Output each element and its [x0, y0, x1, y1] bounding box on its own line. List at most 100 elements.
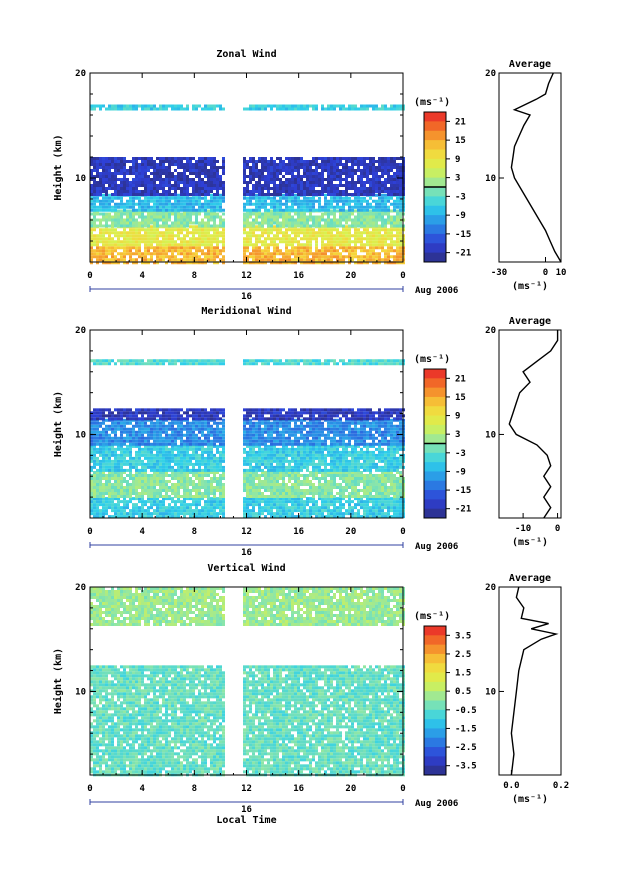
heatmap-cell [360, 234, 363, 238]
heatmap-cell [123, 258, 126, 262]
heatmap-cell [204, 193, 207, 196]
heatmap-cell [168, 231, 171, 235]
heatmap-cell [252, 178, 255, 181]
heatmap-cell [216, 489, 219, 492]
heatmap-cell [366, 224, 369, 228]
heatmap-cell [174, 163, 177, 166]
heatmap-cell [138, 246, 141, 250]
heatmap-cell [120, 169, 123, 172]
heatmap-cell [141, 163, 144, 166]
heatmap-cell [147, 515, 150, 519]
heatmap-cell [261, 224, 264, 228]
heatmap-cell [396, 252, 399, 256]
heatmap-cell [186, 509, 189, 513]
heatmap-cell [399, 509, 402, 513]
heatmap-cell [150, 187, 153, 190]
heatmap-cell [177, 512, 180, 516]
heatmap-cell [300, 506, 303, 510]
heatmap-cell [108, 237, 111, 241]
heatmap-cell [258, 221, 261, 225]
heatmap-cell [279, 212, 282, 216]
heatmap-cell [210, 258, 213, 262]
heatmap-cell [96, 246, 99, 250]
heatmap-cell [363, 224, 366, 228]
heatmap-cell [255, 243, 258, 247]
heatmap-cell [192, 515, 195, 519]
heatmap-cell [384, 500, 387, 504]
heatmap-cell [297, 193, 300, 196]
heatmap-cell [132, 515, 135, 519]
heatmap-cell [129, 252, 132, 256]
heatmap-cell [390, 255, 393, 259]
heatmap-cell [207, 228, 210, 232]
heatmap-cell [222, 240, 225, 244]
heatmap-cell [378, 509, 381, 513]
heatmap-cell [369, 205, 372, 209]
heatmap-cell [342, 169, 345, 172]
heatmap-cell [303, 224, 306, 228]
heatmap-cell [243, 178, 246, 181]
heatmap-cell [207, 234, 210, 238]
heatmap-cell [297, 246, 300, 250]
heatmap-cell [252, 218, 255, 222]
heatmap-cell [375, 474, 378, 477]
heatmap-cell [291, 246, 294, 250]
heatmap-cell [171, 175, 174, 178]
heatmap-cell [123, 255, 126, 259]
heatmap-cell [150, 483, 153, 486]
heatmap-cell [129, 483, 132, 486]
heatmap-cell [123, 221, 126, 225]
heatmap-cell [156, 258, 159, 262]
heatmap-cell [96, 166, 99, 169]
heatmap-cell [210, 175, 213, 178]
heatmap-cell [93, 506, 96, 510]
heatmap-cell [300, 187, 303, 190]
heatmap-cell [357, 471, 360, 474]
heatmap-cell [249, 107, 252, 111]
heatmap-cell [96, 500, 99, 504]
heatmap-cell [381, 160, 384, 163]
heatmap-cell [135, 231, 138, 235]
heatmap-cell [120, 252, 123, 256]
heatmap-cell [321, 492, 324, 495]
heatmap-cell [159, 175, 162, 178]
heatmap-cell [171, 157, 174, 160]
heatmap-cell [132, 215, 135, 219]
heatmap-cell [177, 172, 180, 175]
heatmap-cell [102, 166, 105, 169]
heatmap-cell [147, 444, 150, 448]
heatmap-cell [207, 221, 210, 225]
heatmap-cell [153, 497, 156, 501]
heatmap-cell [276, 237, 279, 241]
heatmap-cell [114, 480, 117, 483]
heatmap-cell [258, 509, 261, 513]
heatmap-cell [123, 205, 126, 209]
heatmap-cell [198, 231, 201, 235]
heatmap-cell [363, 474, 366, 477]
heatmap-cell [255, 240, 258, 244]
heatmap-cell [159, 224, 162, 228]
heatmap-cell [393, 208, 396, 212]
heatmap-cell [369, 237, 372, 241]
heatmap-cell [384, 202, 387, 206]
heatmap [90, 104, 405, 265]
heatmap-cell [324, 228, 327, 232]
heatmap-cell [378, 196, 381, 200]
heatmap-cell [369, 202, 372, 206]
heatmap-cell [378, 160, 381, 163]
heatmap-cell [285, 107, 288, 111]
heatmap-cell [327, 166, 330, 169]
heatmap-cell [393, 193, 396, 196]
heatmap-cell [381, 175, 384, 178]
heatmap-cell [213, 252, 216, 256]
heatmap-cell [168, 175, 171, 178]
heatmap-cell [264, 483, 267, 486]
heatmap-cell [141, 221, 144, 225]
heatmap-cell [183, 169, 186, 172]
y-tick-label: 20 [75, 69, 86, 79]
heatmap-cell [192, 163, 195, 166]
heatmap-cell [126, 480, 129, 483]
heatmap-cell [348, 512, 351, 516]
heatmap-cell [204, 104, 207, 108]
heatmap-cell [90, 212, 93, 216]
